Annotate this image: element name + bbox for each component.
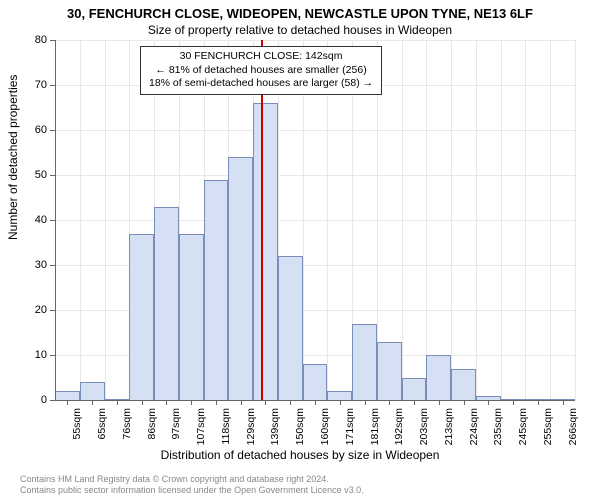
- x-tick-label: 235sqm: [492, 408, 504, 445]
- histogram-bar: [228, 157, 253, 400]
- histogram-bar: [377, 342, 402, 401]
- histogram-bar: [426, 355, 451, 400]
- x-tick-label: 245sqm: [517, 408, 529, 445]
- x-tick-label: 86sqm: [146, 408, 158, 440]
- x-tick-label: 76sqm: [121, 408, 133, 440]
- footer-line-1: Contains HM Land Registry data © Crown c…: [20, 474, 364, 485]
- x-tick-label: 65sqm: [96, 408, 108, 440]
- x-tick-label: 107sqm: [195, 408, 207, 445]
- x-tick-label: 181sqm: [369, 408, 381, 445]
- x-axis-label: Distribution of detached houses by size …: [0, 448, 600, 462]
- x-tick-label: 129sqm: [245, 408, 257, 445]
- x-tick-label: 150sqm: [294, 408, 306, 445]
- histogram-bar: [80, 382, 105, 400]
- x-tick-label: 97sqm: [170, 408, 182, 440]
- annotation-line-2: ← 81% of detached houses are smaller (25…: [149, 64, 373, 78]
- footer-line-2: Contains public sector information licen…: [20, 485, 364, 496]
- y-tick-label: 60: [22, 124, 47, 136]
- histogram-bar: [402, 378, 427, 401]
- footer-attribution: Contains HM Land Registry data © Crown c…: [20, 474, 364, 496]
- x-tick-label: 192sqm: [393, 408, 405, 445]
- histogram-bar: [327, 391, 352, 400]
- histogram-bar: [451, 369, 476, 401]
- chart-title-sub: Size of property relative to detached ho…: [0, 21, 600, 37]
- x-tick-label: 139sqm: [269, 408, 281, 445]
- y-tick-label: 20: [22, 304, 47, 316]
- y-tick-label: 50: [22, 169, 47, 181]
- histogram-bar: [179, 234, 204, 401]
- x-tick-label: 171sqm: [344, 408, 356, 445]
- x-tick-label: 55sqm: [71, 408, 83, 440]
- histogram-bar: [154, 207, 179, 401]
- histogram-bar: [129, 234, 154, 401]
- x-tick-label: 266sqm: [567, 408, 579, 445]
- histogram-bar: [278, 256, 303, 400]
- histogram-bar: [55, 391, 80, 400]
- histogram-bar: [204, 180, 229, 401]
- annotation-line-3: 18% of semi-detached houses are larger (…: [149, 77, 373, 91]
- y-axis-label: Number of detached properties: [6, 75, 20, 240]
- histogram-bar: [303, 364, 328, 400]
- x-tick-label: 160sqm: [319, 408, 331, 445]
- annotation-box: 30 FENCHURCH CLOSE: 142sqm ← 81% of deta…: [140, 46, 382, 95]
- chart-title-main: 30, FENCHURCH CLOSE, WIDEOPEN, NEWCASTLE…: [0, 0, 600, 21]
- x-tick-label: 224sqm: [468, 408, 480, 445]
- y-tick-label: 10: [22, 349, 47, 361]
- y-tick-label: 70: [22, 79, 47, 91]
- histogram-bar: [253, 103, 278, 400]
- y-tick-label: 40: [22, 214, 47, 226]
- y-tick-label: 0: [22, 394, 47, 406]
- histogram-bar: [352, 324, 377, 401]
- y-tick-label: 80: [22, 34, 47, 46]
- y-tick-label: 30: [22, 259, 47, 271]
- x-tick-label: 255sqm: [542, 408, 554, 445]
- x-tick-label: 203sqm: [418, 408, 430, 445]
- x-tick-label: 118sqm: [220, 408, 232, 445]
- x-tick-label: 213sqm: [443, 408, 455, 445]
- annotation-line-1: 30 FENCHURCH CLOSE: 142sqm: [149, 50, 373, 64]
